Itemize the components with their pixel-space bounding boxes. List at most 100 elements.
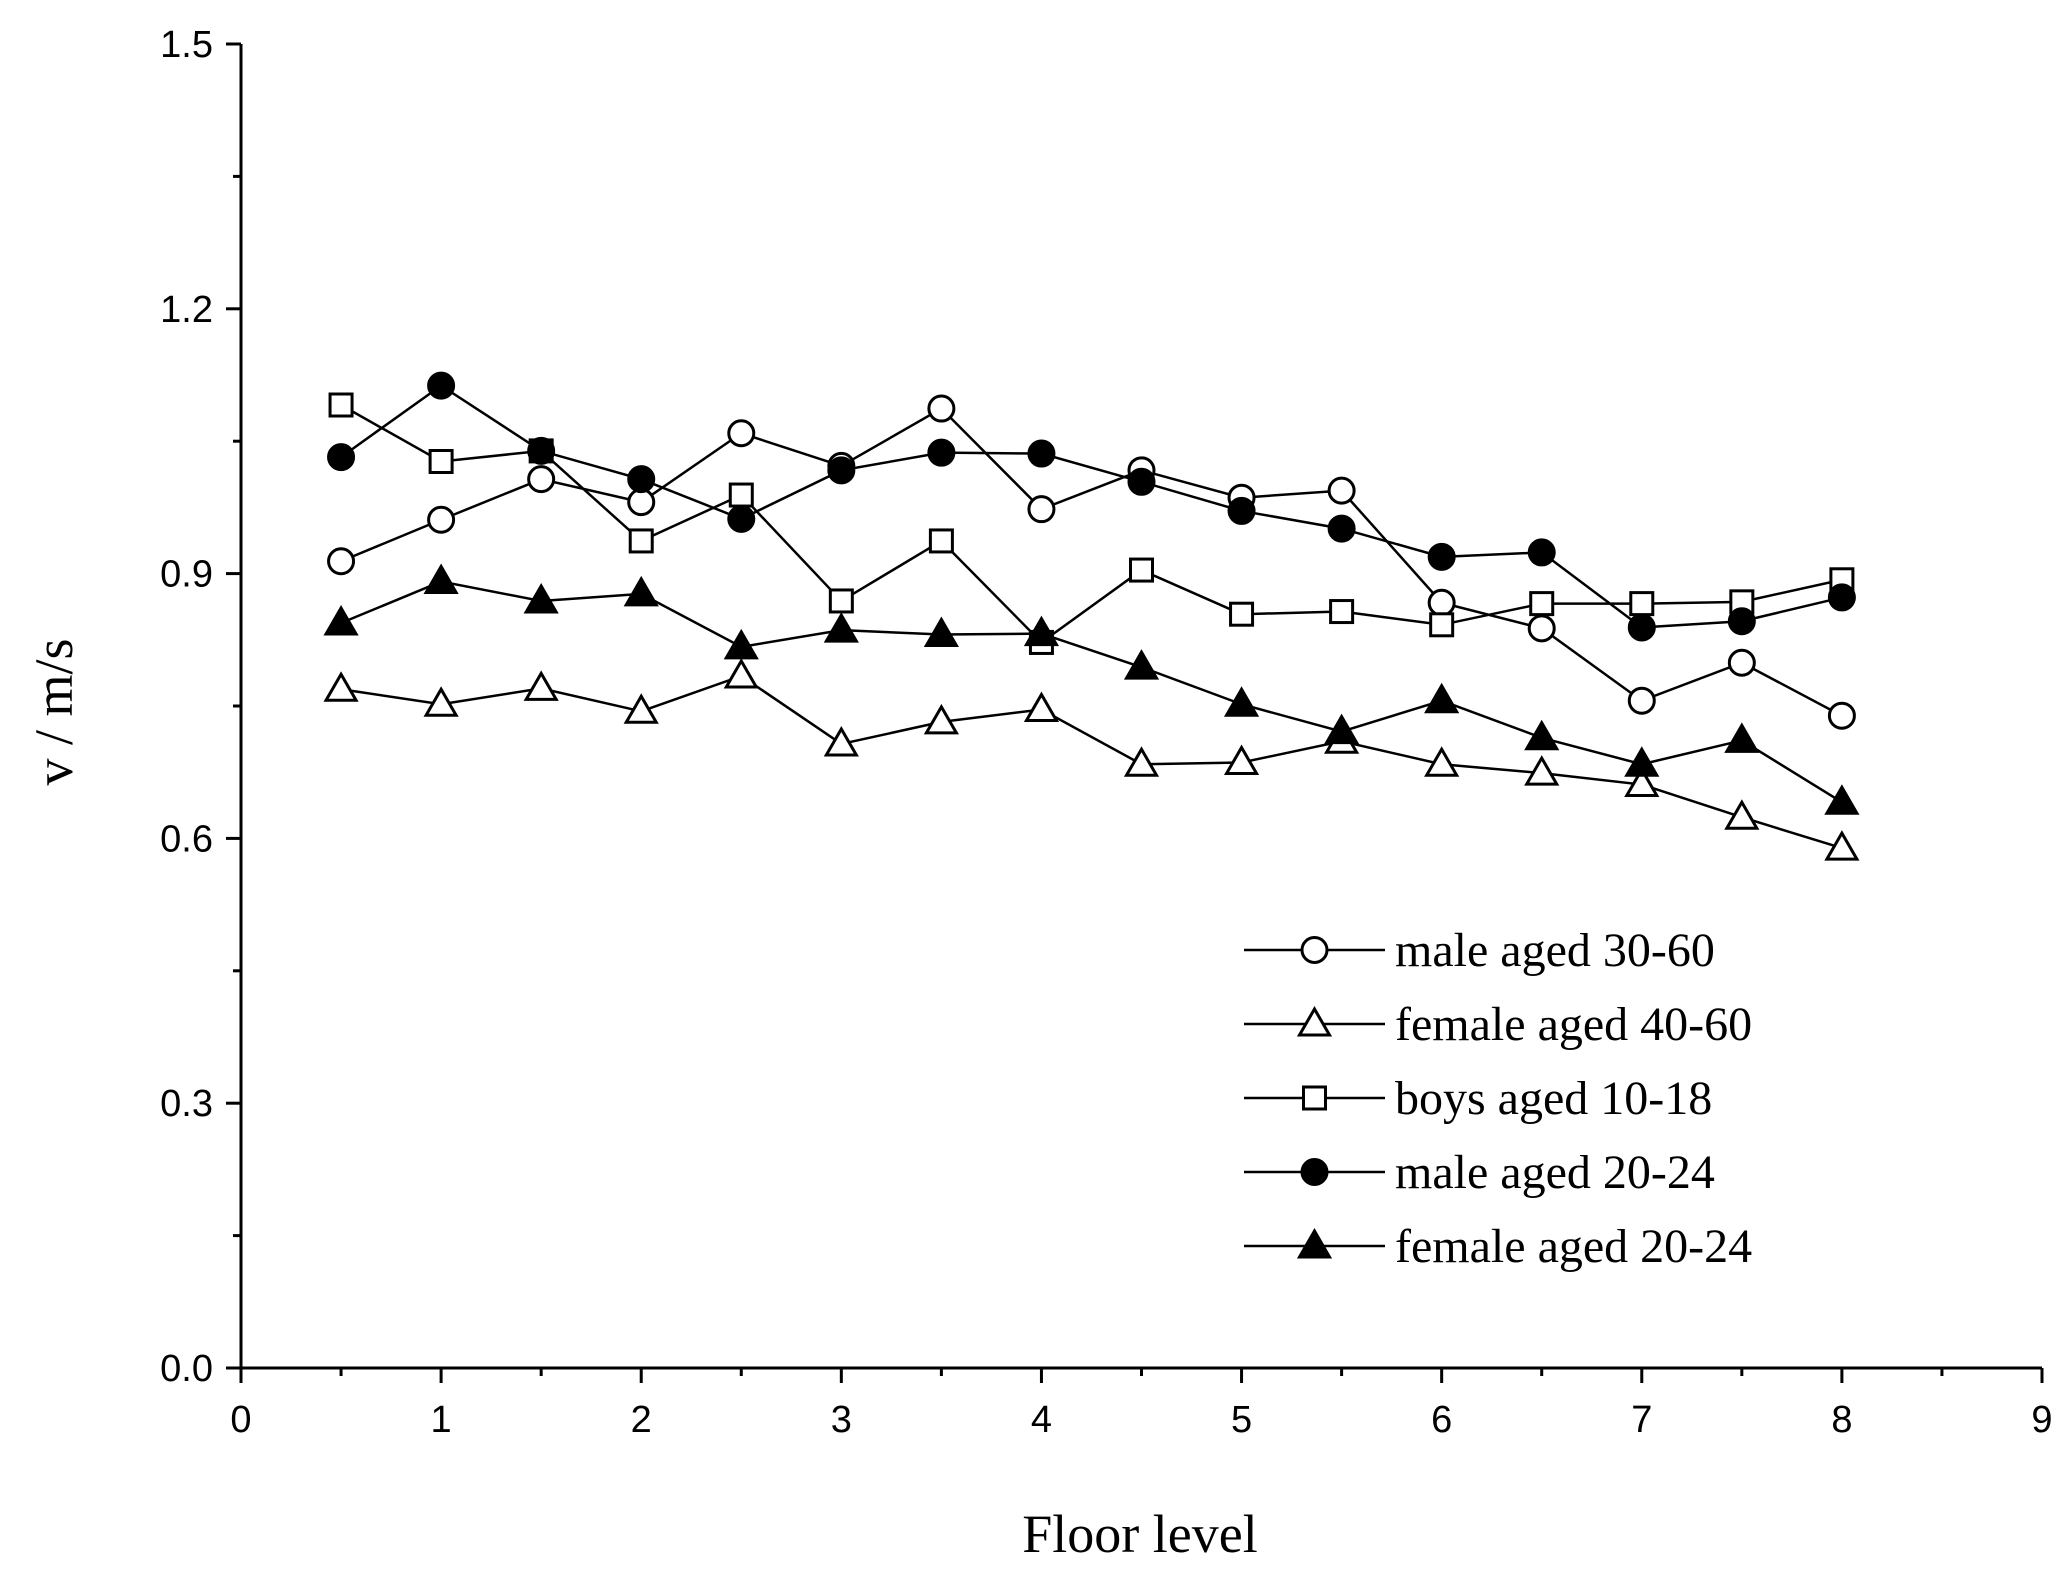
legend: male aged 30-60 female aged 40-60 boys age… xyxy=(1244,924,1752,1273)
x-tick-label: 6 xyxy=(1431,1399,1452,1441)
data-point xyxy=(523,582,559,614)
data-point xyxy=(423,563,459,595)
data-point xyxy=(827,456,856,485)
y-tick-label: 0.0 xyxy=(160,1348,213,1390)
data-point xyxy=(1527,614,1556,643)
x-tick-label: 9 xyxy=(2031,1399,2052,1441)
legend-item: boys aged 10-18 xyxy=(1244,1072,1712,1125)
data-point xyxy=(628,528,654,554)
y-tick-label: 0.6 xyxy=(160,818,213,860)
series-layer xyxy=(323,371,1860,861)
data-point xyxy=(1824,784,1860,815)
x-tick-label: 4 xyxy=(1031,1399,1052,1441)
x-tick-label: 2 xyxy=(631,1399,652,1441)
y-tick-label: 1.2 xyxy=(160,289,213,331)
y-axis-title: v / m/s xyxy=(24,638,84,785)
legend-marker xyxy=(1296,1005,1333,1037)
legend-label: male aged 30-60 xyxy=(1395,924,1715,977)
data-point xyxy=(428,449,454,475)
data-point xyxy=(823,612,859,643)
data-point xyxy=(427,505,456,534)
data-point xyxy=(1227,496,1256,525)
data-point xyxy=(828,588,854,614)
data-point xyxy=(627,465,656,494)
data-point xyxy=(1424,682,1460,714)
legend-item: male aged 30-60 xyxy=(1244,924,1715,977)
data-point xyxy=(1627,686,1656,715)
x-axis-title: Floor level xyxy=(1022,1504,1257,1564)
data-point xyxy=(1724,799,1760,830)
series-line xyxy=(340,674,1843,850)
series-4 xyxy=(327,371,1856,642)
data-point xyxy=(728,482,754,508)
data-point xyxy=(723,657,759,689)
data-point xyxy=(1827,701,1856,730)
legend-item: female aged 20-24 xyxy=(1244,1220,1752,1273)
data-point xyxy=(927,394,956,423)
data-point xyxy=(623,575,659,607)
data-point xyxy=(327,443,356,472)
data-point xyxy=(1324,713,1360,745)
data-point xyxy=(823,725,859,757)
legend-item: female aged 40-60 xyxy=(1244,998,1752,1051)
data-point xyxy=(323,605,359,636)
data-point xyxy=(1023,691,1060,723)
legend-label: female aged 20-24 xyxy=(1395,1220,1752,1273)
axes: 0 1 2 3 4 5 6 7 8 9 0.0 0.3 0.6 0.9 1.2 1.5 xyxy=(160,24,2052,1441)
legend-marker xyxy=(1300,1158,1329,1186)
x-tick-label: 7 xyxy=(1631,1399,1652,1441)
data-point xyxy=(1524,719,1560,751)
data-point xyxy=(1327,476,1356,505)
data-point xyxy=(1624,766,1660,798)
data-point xyxy=(923,703,959,735)
data-point xyxy=(627,488,656,517)
data-point xyxy=(1327,514,1356,543)
data-point xyxy=(1127,467,1156,496)
data-point xyxy=(1424,746,1460,777)
data-point xyxy=(527,436,556,465)
series-line xyxy=(340,580,1843,804)
series-1 xyxy=(327,394,1856,730)
legend-marker xyxy=(1302,1085,1327,1111)
data-point xyxy=(727,504,756,533)
series-line xyxy=(340,403,1843,645)
y-tick-label: 0.3 xyxy=(160,1083,213,1125)
data-point xyxy=(423,686,459,717)
x-tick-label: 8 xyxy=(1831,1399,1852,1441)
y-tick-label: 0.9 xyxy=(160,554,213,596)
data-point xyxy=(923,616,959,648)
legend-label: female aged 40-60 xyxy=(1395,998,1752,1051)
data-point xyxy=(427,371,456,400)
data-point xyxy=(1527,538,1556,567)
data-point xyxy=(1727,607,1756,636)
data-point xyxy=(1627,613,1656,642)
series-line xyxy=(340,406,1843,717)
data-point xyxy=(1724,722,1760,753)
series-2 xyxy=(323,657,1860,861)
data-point xyxy=(1123,649,1160,680)
data-point xyxy=(1023,615,1060,647)
data-point xyxy=(1429,612,1455,638)
x-tick-label: 3 xyxy=(831,1399,852,1441)
data-point xyxy=(1624,746,1660,777)
data-point xyxy=(527,465,556,494)
data-point xyxy=(1123,746,1160,777)
data-point xyxy=(1229,601,1255,627)
x-tick-label: 5 xyxy=(1231,1399,1252,1441)
data-point xyxy=(723,628,759,660)
data-point xyxy=(1727,648,1756,677)
data-point xyxy=(1427,542,1456,571)
data-point xyxy=(727,419,756,448)
data-point xyxy=(1329,599,1355,625)
data-point xyxy=(1824,830,1860,861)
data-point xyxy=(328,392,354,418)
data-point xyxy=(1427,588,1456,617)
data-point xyxy=(1827,583,1856,612)
data-point xyxy=(523,670,559,701)
data-point xyxy=(323,671,359,702)
legend-item: male aged 20-24 xyxy=(1244,1146,1715,1199)
data-point xyxy=(1223,744,1260,775)
x-tick-label: 0 xyxy=(230,1399,251,1441)
data-point xyxy=(1629,591,1655,617)
